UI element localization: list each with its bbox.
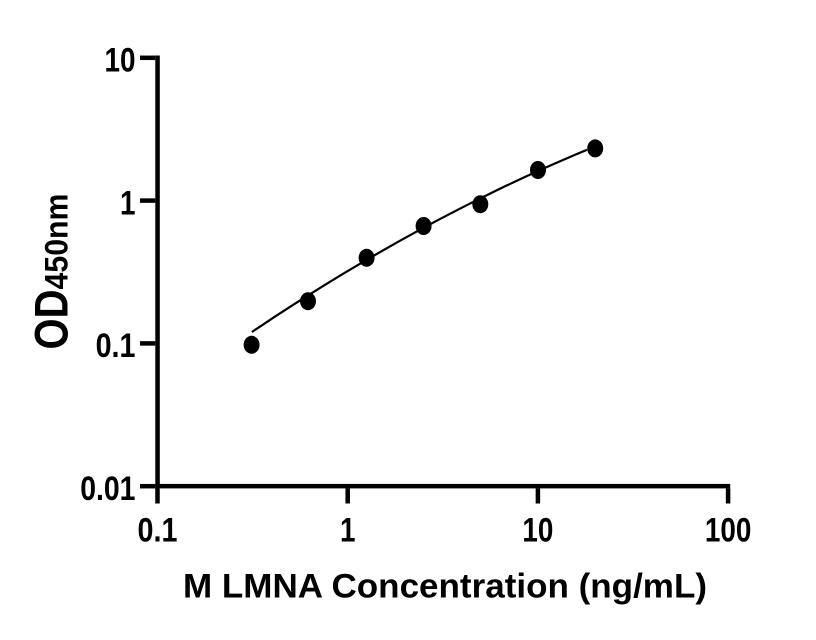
svg-text:100: 100 — [705, 511, 752, 549]
svg-text:OD: OD — [25, 290, 78, 350]
svg-text:450nm: 450nm — [39, 194, 75, 290]
svg-text:10: 10 — [105, 41, 136, 79]
svg-text:1: 1 — [340, 511, 356, 549]
svg-text:M LMNA Concentration (ng/mL): M LMNA Concentration (ng/mL) — [183, 567, 707, 605]
svg-text:0.01: 0.01 — [80, 470, 135, 508]
svg-text:0.1: 0.1 — [138, 511, 178, 549]
svg-text:0.1: 0.1 — [96, 327, 136, 365]
svg-text:10: 10 — [522, 511, 553, 549]
svg-text:1: 1 — [120, 184, 136, 222]
